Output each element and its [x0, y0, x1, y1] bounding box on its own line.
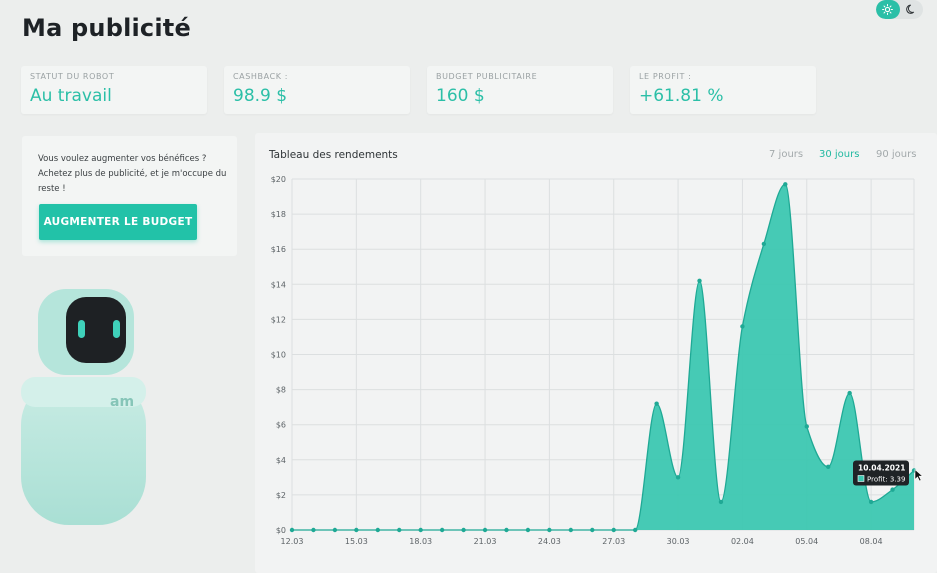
stat-card-cashback: CASHBACK : 98.9 $ — [224, 66, 410, 114]
returns-chart: $0 $2 $4 $6 $8 $10 $12 $14 $16 $18 $20 12.03 15.03 18… — [271, 175, 924, 546]
robot-mascot: am — [21, 289, 146, 525]
period-7-days[interactable]: 7 jours — [769, 149, 804, 160]
period-30-days[interactable]: 30 jours — [819, 149, 860, 160]
tooltip-box — [853, 460, 909, 486]
y-tick-label: $8 — [276, 386, 286, 395]
returns-chart-panel: Tableau des rendements 7 jours 30 jours … — [255, 133, 937, 573]
increase-budget-button[interactable]: AUGMENTER LE BUDGET — [39, 204, 197, 240]
x-tick-label: 15.03 — [345, 537, 368, 546]
data-point — [547, 527, 552, 533]
data-point — [847, 390, 852, 396]
y-tick-label: $0 — [276, 526, 286, 535]
data-point — [289, 527, 295, 533]
x-tick-label: 02.04 — [731, 537, 754, 546]
data-point — [740, 324, 745, 329]
data-point — [461, 527, 466, 533]
data-point — [761, 241, 767, 247]
x-tick-label: 18.03 — [409, 537, 432, 546]
data-point — [697, 278, 702, 283]
y-tick-label: $12 — [271, 315, 286, 324]
x-tick-label: 24.03 — [538, 537, 561, 546]
x-tick-label: 08.04 — [860, 537, 883, 546]
data-point — [826, 464, 831, 470]
x-tick-label: 30.03 — [667, 537, 690, 546]
mouse-cursor-icon — [914, 468, 924, 482]
data-point — [632, 527, 638, 533]
data-point — [568, 527, 574, 533]
stat-card-ad-budget: BUDGET PUBLICITAIRE 160 $ — [427, 66, 613, 114]
x-tick-label: 12.03 — [281, 537, 304, 546]
data-point — [611, 527, 616, 533]
x-tick-label: 21.03 — [474, 537, 497, 546]
tooltip-value: Profit: 3.39 — [867, 476, 905, 484]
data-point — [482, 527, 488, 533]
y-tick-label: $20 — [271, 175, 286, 184]
stat-card-profit: LE PROFIT : +61.81 % — [630, 66, 816, 114]
data-point — [311, 527, 316, 533]
y-tick-label: $4 — [276, 456, 286, 465]
series-area-profit — [292, 184, 914, 530]
data-point — [718, 499, 724, 505]
stat-value: Au travail — [30, 86, 112, 106]
stat-label: CASHBACK : — [233, 72, 289, 81]
period-90-days[interactable]: 90 jours — [876, 149, 917, 160]
moon-icon[interactable] — [900, 0, 924, 19]
data-point — [675, 475, 681, 480]
data-point — [783, 182, 788, 187]
data-point — [890, 487, 895, 492]
robot-logo: am — [110, 394, 134, 410]
data-point — [354, 527, 359, 533]
data-point — [418, 527, 423, 533]
stat-label: STATUT DU ROBOT — [30, 72, 115, 81]
data-point — [868, 499, 874, 505]
promo-card: Vous voulez augmenter vos bénéfices ? Ac… — [22, 136, 237, 256]
data-point — [332, 527, 338, 533]
data-point — [654, 401, 659, 406]
y-tick-label: $14 — [271, 280, 286, 289]
stat-label: BUDGET PUBLICITAIRE — [436, 72, 538, 81]
data-point — [804, 424, 809, 429]
y-tick-label: $10 — [271, 351, 286, 360]
y-tick-label: $6 — [276, 421, 286, 430]
data-point — [504, 527, 509, 533]
promo-text: Vous voulez augmenter vos bénéfices ? Ac… — [38, 154, 227, 194]
page-title: Ma publicité — [22, 14, 191, 42]
theme-toggle[interactable] — [876, 0, 923, 19]
x-tick-label: 27.03 — [602, 537, 625, 546]
y-tick-label: $2 — [276, 491, 286, 500]
stat-value: 98.9 $ — [233, 86, 288, 106]
data-point — [375, 527, 380, 533]
chart-title: Tableau des rendements — [269, 149, 398, 161]
tooltip-date: 10.04.2021 — [858, 464, 905, 473]
sun-icon[interactable] — [876, 0, 900, 19]
y-tick-label: $16 — [271, 245, 286, 254]
stat-value: +61.81 % — [639, 86, 724, 106]
x-tick-label: 05.04 — [795, 537, 818, 546]
tooltip-swatch — [857, 475, 865, 482]
stat-label: LE PROFIT : — [639, 72, 692, 81]
data-point — [590, 527, 595, 533]
stat-card-robot-status: STATUT DU ROBOT Au travail — [21, 66, 207, 114]
data-point — [439, 527, 445, 533]
data-point — [397, 527, 402, 533]
stat-value: 160 $ — [436, 86, 485, 106]
y-tick-label: $18 — [271, 210, 286, 219]
data-point — [525, 527, 531, 533]
